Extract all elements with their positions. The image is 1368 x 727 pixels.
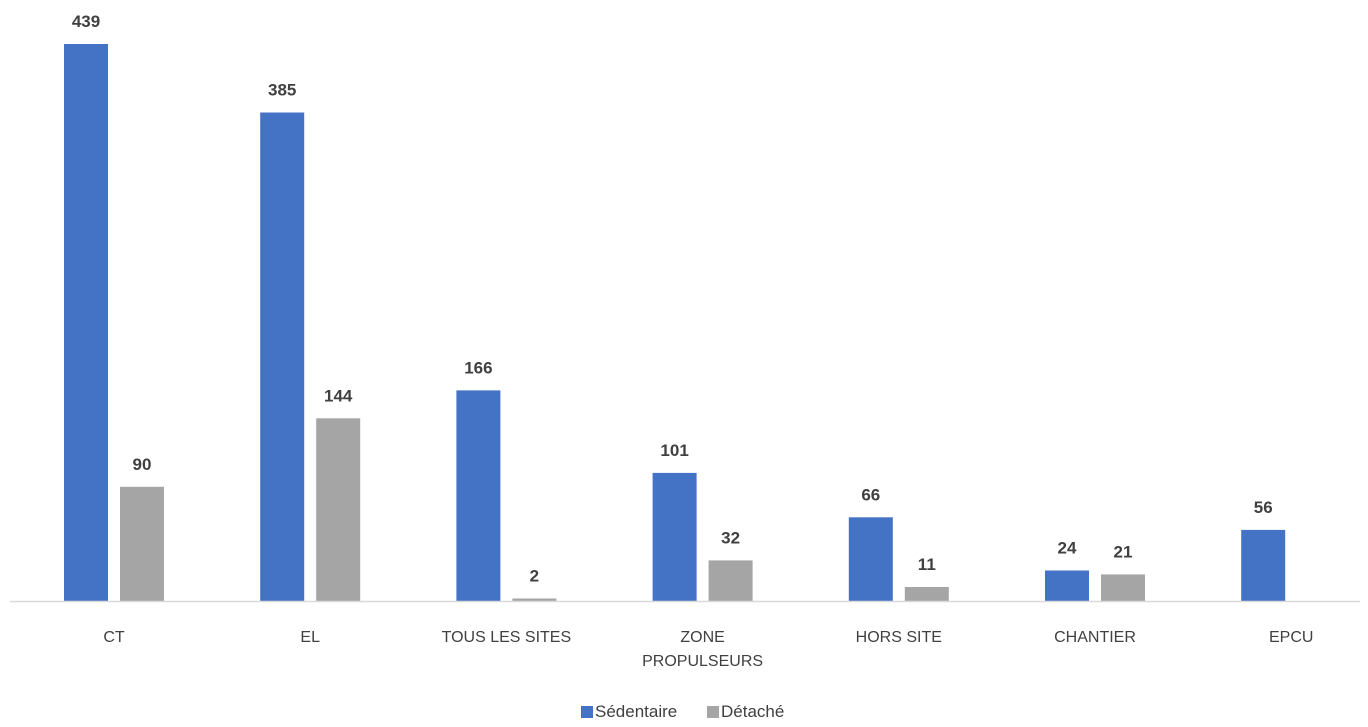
value-labels-group: 439 90 385 144 166 2 101 32 66 11 24 21 56 [72,12,1273,586]
value-label-epcu-sedentaire: 56 [1254,498,1273,517]
x-tick-label-ct: CT [103,629,125,646]
bar-chantier-sedentaire [1045,570,1089,601]
legend-label-detache: Détaché [721,702,784,721]
value-label-zone-propulseurs-sedentaire: 101 [660,441,688,460]
x-tick-label-chantier: CHANTIER [1054,629,1136,646]
value-label-ct-detache: 90 [133,455,152,474]
x-tick-label-epcu: EPCU [1269,629,1313,646]
bar-zone-propulseurs-sedentaire [652,472,697,601]
bar-ct-detache [120,486,164,601]
bar-zone-propulseurs-detache [708,560,753,601]
value-label-hors-site-sedentaire: 66 [861,485,880,504]
bar-chantier-detache [1101,574,1145,601]
x-tick-label-hors-site: HORS SITE [856,629,942,646]
bar-hors-site-detache [904,587,949,601]
legend-label-sedentaire: Sédentaire [595,702,677,721]
legend-swatch-sedentaire [581,706,593,718]
legend-swatch-detache [707,706,719,718]
value-label-chantier-detache: 21 [1114,542,1133,561]
bar-tous-les-sites-detache [512,598,557,601]
value-label-el-detache: 144 [324,386,353,405]
value-label-tous-les-sites-detache: 2 [530,567,539,586]
bar-el-detache [316,418,361,601]
value-label-chantier-sedentaire: 24 [1058,539,1077,558]
bar-tous-les-sites-sedentaire [456,390,501,601]
bars-group [64,44,1286,601]
bar-ct-sedentaire [64,44,108,601]
value-label-tous-les-sites-sedentaire: 166 [464,358,492,377]
value-label-zone-propulseurs-detache: 32 [721,528,740,547]
x-tick-label-zone-propulseurs: ZONE PROPULSEURS [642,629,763,670]
bar-el-sedentaire [260,112,305,601]
x-tick-label-el: EL [300,629,320,646]
x-tick-label-tous-les-sites: TOUS LES SITES [442,629,572,646]
value-label-hors-site-detache: 11 [918,555,936,574]
bar-hors-site-sedentaire [848,517,893,601]
legend: Sédentaire Détaché [581,702,784,721]
value-label-ct-sedentaire: 439 [72,12,100,31]
value-label-el-sedentaire: 385 [268,81,296,100]
category-labels-group: CT EL TOUS LES SITES ZONE PROPULSEURS HORS SI… [103,629,1313,670]
bar-epcu-sedentaire [1241,529,1286,601]
